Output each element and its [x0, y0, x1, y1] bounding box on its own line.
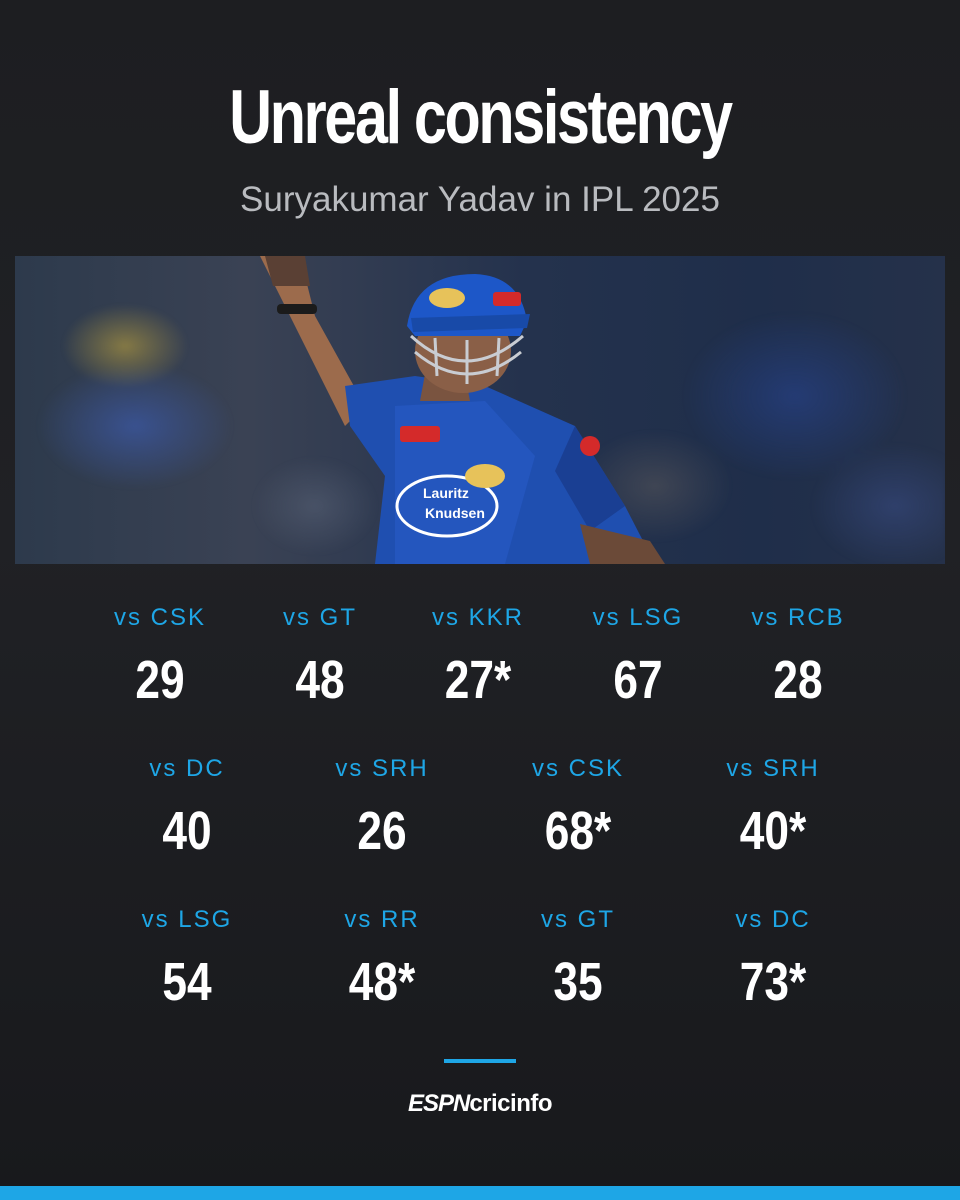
page-subtitle: Suryakumar Yadav in IPL 2025	[240, 180, 720, 219]
accent-divider	[444, 1059, 516, 1063]
bottom-accent-bar	[0, 1186, 960, 1200]
score-value: 27*	[444, 650, 512, 710]
opponent-label: vs SRH	[726, 755, 820, 782]
score-value: 35	[553, 952, 603, 1012]
opponent-label: vs SRH	[335, 755, 429, 782]
opponent-label: vs LSG	[592, 604, 684, 631]
opponent-label: vs CSK	[531, 755, 624, 782]
score-value: 40*	[739, 801, 807, 861]
opponent-label: vs DC	[149, 755, 225, 782]
opponent-label: vs DC	[735, 906, 811, 933]
svg-text:Lauritz: Lauritz	[423, 485, 469, 501]
innings-item: vs GT 35	[488, 906, 668, 1014]
brand-cricinfo: cricinfo	[469, 1090, 553, 1117]
score-value: 40	[162, 801, 212, 861]
page-title: Unreal consistency	[229, 75, 733, 160]
innings-item: vs SRH 40*	[683, 755, 863, 863]
innings-item: vs DC 73*	[683, 906, 863, 1014]
score-value: 48	[295, 650, 345, 710]
innings-item: vs CSK 68*	[488, 755, 668, 863]
innings-item: vs DC 40	[97, 755, 277, 863]
innings-item: vs RCB 28	[708, 604, 888, 712]
score-value: 54	[162, 952, 212, 1012]
innings-item: vs KKR 27*	[388, 604, 568, 712]
opponent-label: vs GT	[541, 906, 615, 933]
opponent-label: vs LSG	[141, 906, 233, 933]
score-value: 28	[773, 650, 823, 710]
innings-item: vs GT 48	[230, 604, 410, 712]
opponent-label: vs RCB	[751, 604, 845, 631]
svg-text:Knudsen: Knudsen	[425, 505, 485, 521]
score-value: 26	[357, 801, 407, 861]
player-figure: Lauritz Knudsen	[260, 256, 665, 564]
innings-item: vs LSG 67	[548, 604, 728, 712]
espncricinfo-logo: ESPNcricinfo	[0, 1089, 960, 1119]
innings-item: vs LSG 54	[97, 906, 277, 1014]
opponent-label: vs CSK	[113, 604, 206, 631]
player-photo: Lauritz Knudsen	[15, 256, 945, 564]
innings-item: vs SRH 26	[292, 755, 472, 863]
opponent-label: vs KKR	[431, 604, 524, 631]
innings-item: vs RR 48*	[292, 906, 472, 1014]
score-value: 48*	[348, 952, 416, 1012]
score-value: 68*	[544, 801, 612, 861]
innings-item: vs CSK 29	[70, 604, 250, 712]
opponent-label: vs RR	[344, 906, 420, 933]
score-value: 29	[135, 650, 185, 710]
brand-espn: ESPN	[407, 1090, 470, 1117]
score-value: 67	[613, 650, 663, 710]
opponent-label: vs GT	[283, 604, 357, 631]
score-value: 73*	[739, 952, 807, 1012]
